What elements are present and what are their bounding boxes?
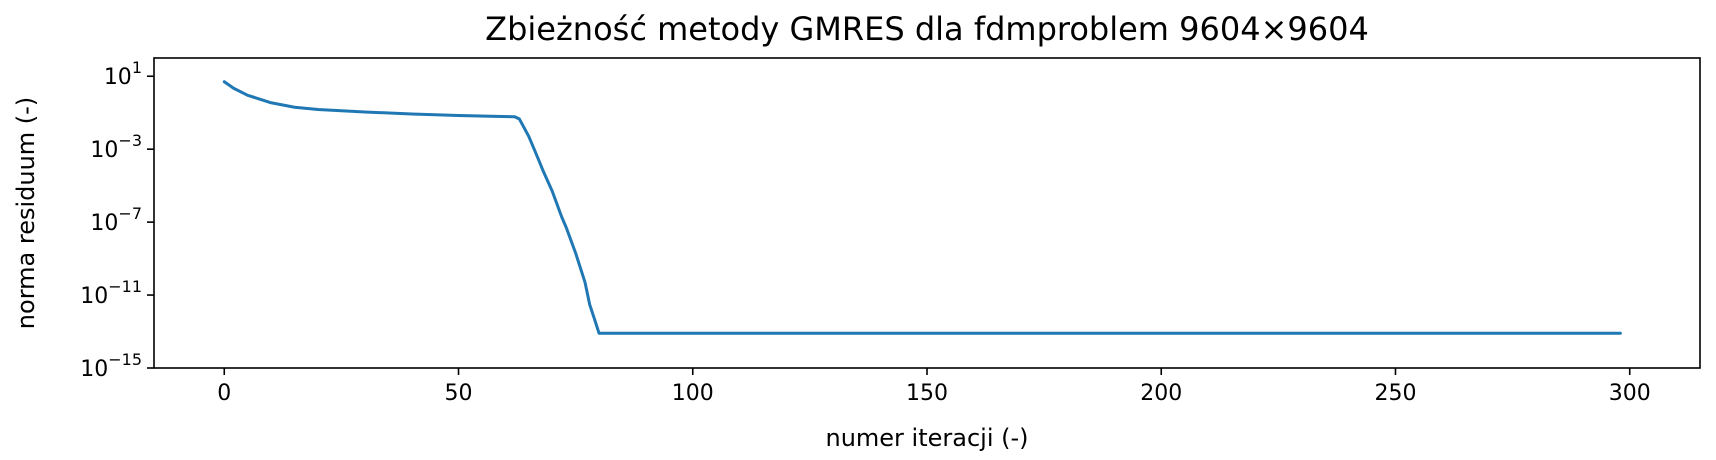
axes-frame: [153, 57, 1701, 369]
x-tick-label: 250: [1374, 381, 1416, 406]
y-tick-label: 10−7: [90, 204, 142, 236]
plot-area: 0 50 100 150 200 250 300 10−15 10−11 10−7 10−3 101: [80, 57, 1701, 406]
x-tick-label: 300: [1609, 381, 1651, 406]
y-tick-label: 101: [104, 58, 142, 90]
x-tick-label: 0: [217, 381, 231, 406]
y-axis-label: norma residuum (-): [12, 97, 40, 329]
y-axis-ticks: 10−15 10−11 10−7 10−3 101: [80, 58, 154, 382]
series-line-residual-norm: [222, 80, 1622, 335]
x-axis-ticks: 0 50 100 150 200 250 300: [217, 368, 1651, 406]
x-tick-label: 100: [672, 381, 714, 406]
y-tick-label: 10−3: [90, 131, 142, 163]
x-axis-label: numer iteracji (-): [825, 424, 1028, 452]
chart-title: Zbieżność metody GMRES dla fdmproblem 96…: [485, 10, 1369, 48]
x-tick-label: 150: [906, 381, 948, 406]
x-tick-label: 50: [445, 381, 473, 406]
y-tick-label: 10−15: [80, 350, 142, 382]
y-tick-label: 10−11: [80, 277, 142, 309]
x-tick-label: 200: [1140, 381, 1182, 406]
